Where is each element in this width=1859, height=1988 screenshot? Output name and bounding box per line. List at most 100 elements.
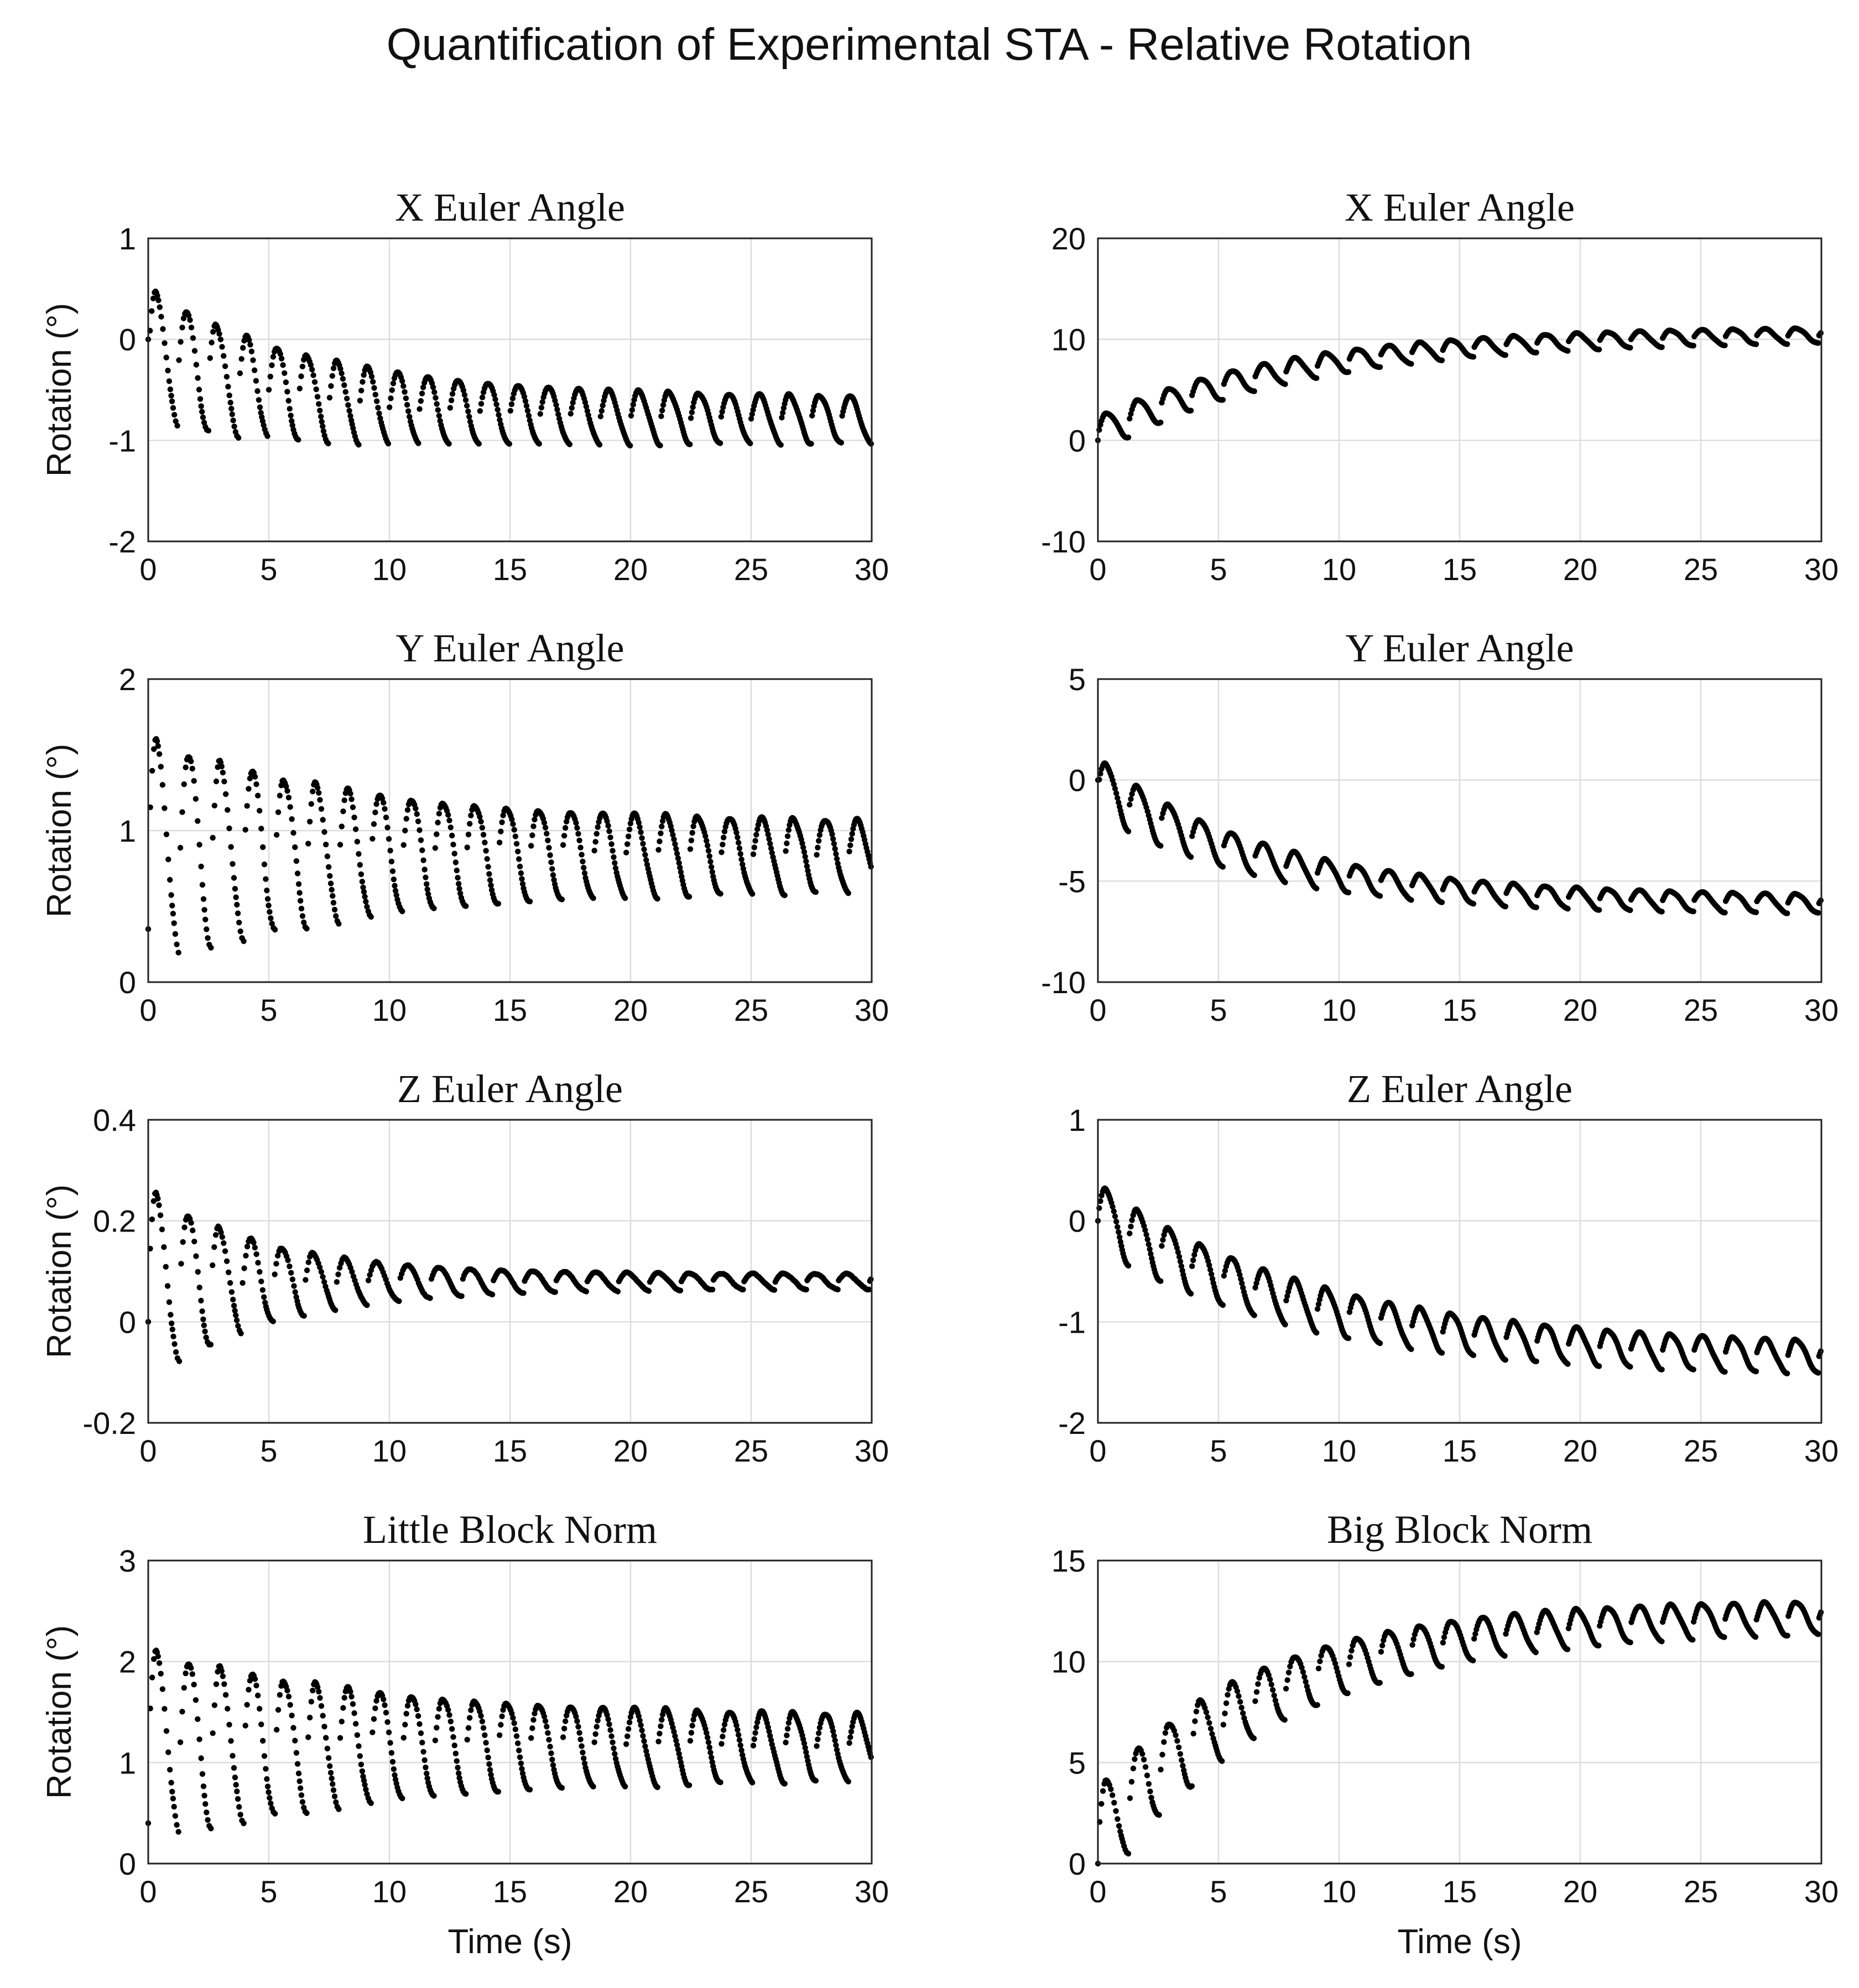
data-point: [550, 872, 556, 878]
data-point: [205, 935, 211, 941]
data-point: [223, 791, 229, 797]
data-point: [328, 383, 334, 389]
data-point: [686, 894, 692, 900]
data-point: [202, 1328, 208, 1334]
data-point: [233, 1312, 239, 1318]
data-point: [189, 1671, 195, 1677]
data-point: [167, 1767, 173, 1773]
data-point: [567, 410, 574, 417]
data-point: [212, 1232, 219, 1238]
data-point: [419, 390, 425, 396]
data-point: [1159, 815, 1165, 821]
data-point: [1188, 1291, 1194, 1297]
data-point: [242, 1723, 248, 1729]
data-point: [320, 817, 326, 823]
data-point: [252, 774, 258, 780]
data-point: [784, 833, 791, 839]
data-point: [1596, 346, 1602, 353]
y-tick-label: -1: [108, 423, 136, 458]
data-point: [172, 1813, 179, 1819]
data-point: [1128, 1223, 1134, 1230]
data-point: [593, 831, 600, 837]
data-point: [581, 864, 587, 871]
data-point: [154, 293, 160, 299]
data-point: [479, 394, 486, 400]
data-point: [414, 1706, 420, 1713]
data-point: [764, 827, 770, 833]
data-point: [251, 1239, 257, 1246]
subplot-title-z-euler-angle: Z Euler Angle: [1347, 1067, 1572, 1111]
data-point: [240, 345, 246, 351]
data-point: [283, 379, 289, 385]
data-point: [717, 891, 723, 897]
data-point: [283, 783, 289, 790]
data-point: [520, 1290, 527, 1296]
data-point: [403, 395, 409, 401]
data-point: [191, 1238, 197, 1245]
data-point: [159, 1686, 166, 1692]
data-point: [358, 388, 364, 394]
data-point: [423, 1764, 429, 1771]
data-point: [1345, 889, 1352, 896]
data-point: [285, 398, 291, 404]
data-point: [257, 1269, 263, 1275]
data-point: [509, 395, 516, 401]
data-point: [669, 827, 675, 833]
data-point: [637, 824, 643, 830]
data-point: [257, 1705, 263, 1712]
data-point: [1111, 781, 1117, 787]
x-tick-label: 5: [1210, 1433, 1227, 1468]
data-point: [275, 809, 282, 816]
data-point: [707, 859, 714, 865]
x-tick-label: 10: [372, 993, 407, 1027]
data-point: [528, 1735, 534, 1741]
data-point: [321, 829, 327, 835]
data-point: [373, 801, 379, 807]
data-point: [643, 857, 649, 863]
subplot-title-y-euler-angle: Y Euler Angle: [395, 626, 624, 670]
data-point: [270, 1318, 276, 1324]
data-point: [459, 1293, 465, 1299]
data-point: [604, 818, 610, 825]
data-point: [447, 825, 454, 831]
data-point: [740, 861, 746, 868]
data-point: [318, 1703, 325, 1709]
data-point: [629, 407, 636, 413]
data-point: [258, 1279, 264, 1285]
x-tick-label: 15: [493, 1433, 527, 1468]
data-point: [532, 816, 538, 823]
data-point: [498, 828, 504, 834]
data-point: [225, 1705, 231, 1712]
data-point: [1113, 1218, 1119, 1225]
data-point: [388, 395, 394, 401]
data-point: [816, 838, 822, 844]
data-point: [591, 1739, 597, 1745]
data-point: [192, 1697, 199, 1703]
data-point: [677, 864, 683, 871]
data-point: [435, 1714, 441, 1720]
data-point: [307, 1714, 313, 1721]
x-tick-label: 5: [260, 552, 277, 587]
data-point: [200, 896, 207, 902]
data-point: [524, 408, 531, 414]
data-point: [803, 1286, 809, 1293]
data-point: [597, 413, 604, 420]
data-point: [392, 888, 399, 894]
data-point: [810, 408, 816, 414]
data-point: [321, 1724, 327, 1730]
data-point: [264, 1776, 270, 1782]
data-point: [628, 413, 634, 419]
data-point: [267, 909, 273, 915]
data-point: [1128, 411, 1134, 417]
data-point: [829, 831, 835, 838]
data-point: [847, 842, 853, 848]
data-point: [219, 344, 225, 350]
data-point: [169, 1788, 175, 1795]
data-point: [642, 852, 648, 858]
y-tick-label: 0: [1069, 763, 1086, 798]
data-point: [232, 1308, 238, 1314]
data-point: [525, 413, 532, 419]
data-point: [174, 941, 180, 948]
data-point: [241, 938, 247, 945]
data-point: [382, 806, 388, 812]
